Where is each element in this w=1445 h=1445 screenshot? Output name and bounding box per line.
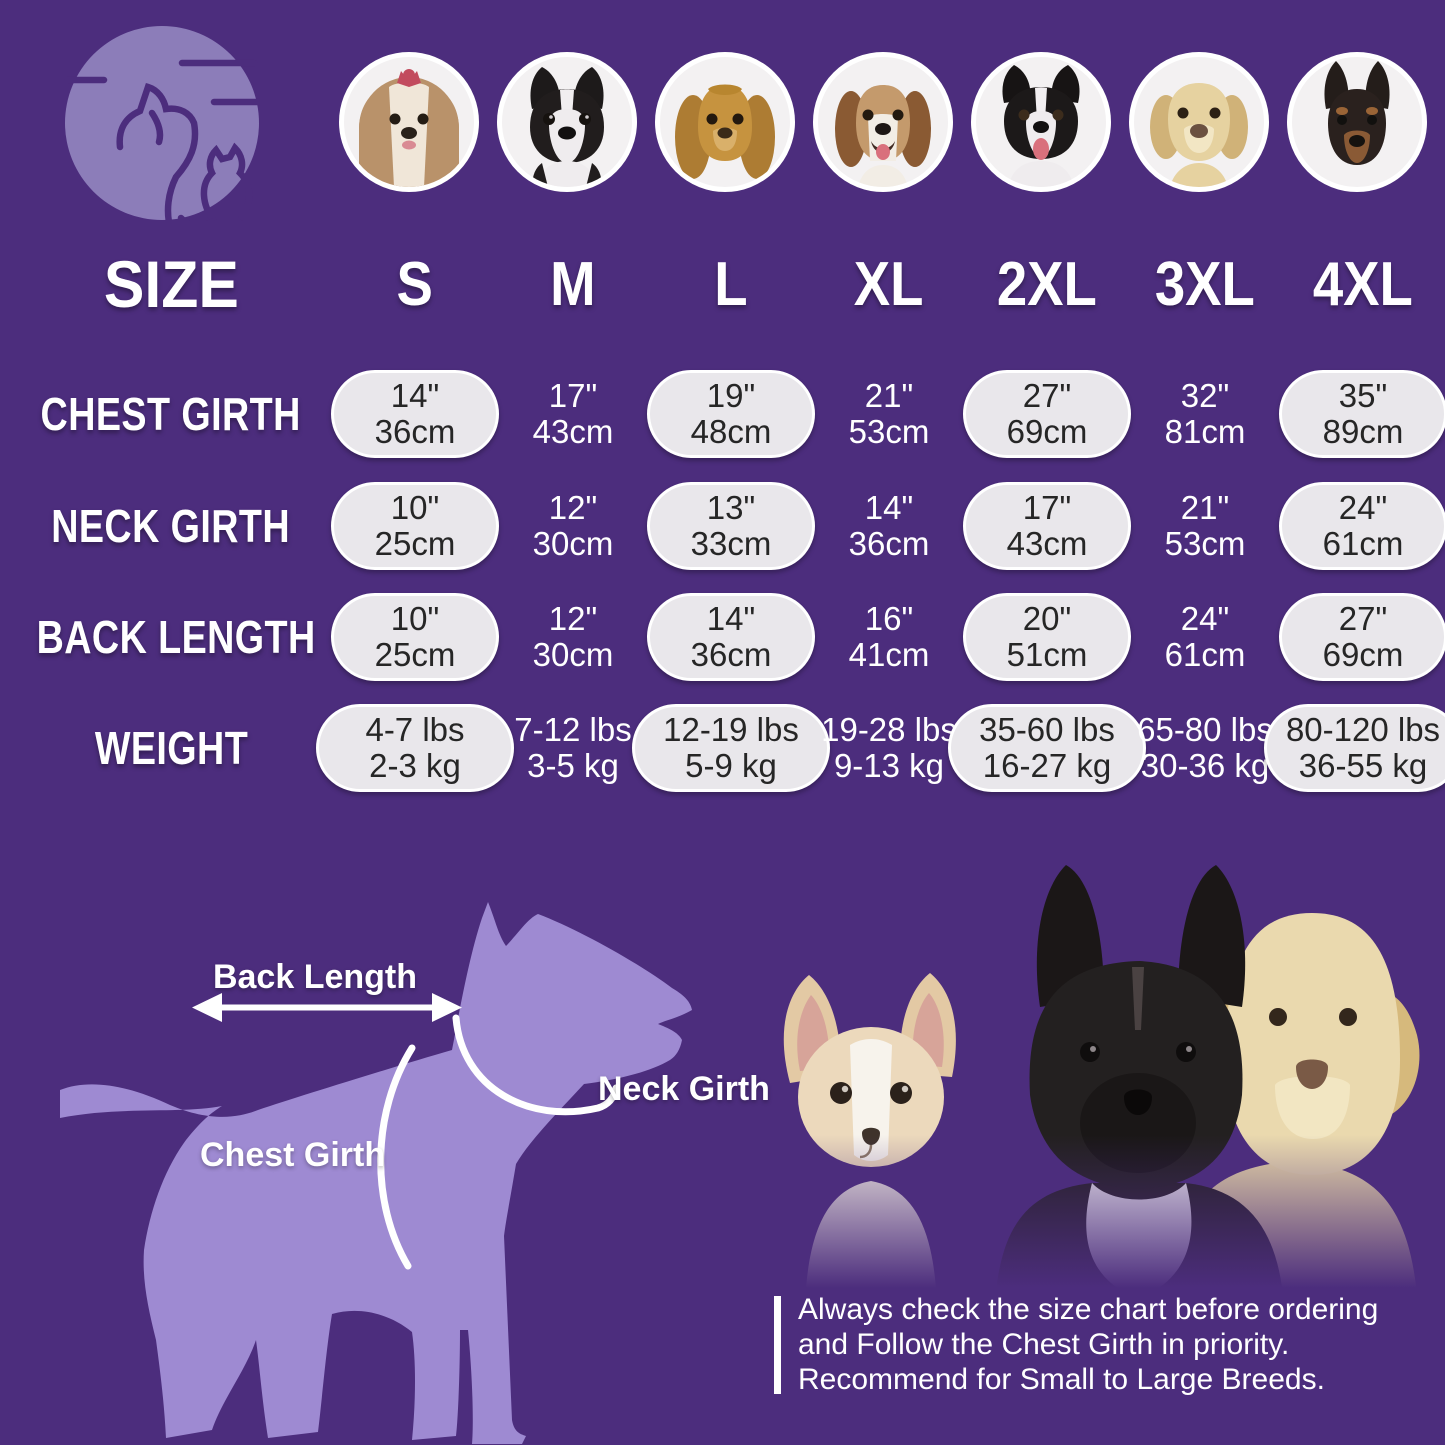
cell-back-xl: 16" 41cm xyxy=(848,600,930,673)
cell-chest-4xl: 35" 89cm xyxy=(1279,370,1445,458)
chest-girth-label: Chest Girth xyxy=(200,1136,386,1174)
cocker-spaniel-icon xyxy=(675,84,775,179)
table-row-neck-girth: NECK GIRTH 10" 25cm 12" 30cm 13" 33cm 14" 36… xyxy=(6,482,1445,570)
table-row-back-length: BACK LENGTH 10" 25cm 12" 30cm 14" 36cm 16" 4… xyxy=(6,593,1445,681)
cell-neck-3xl: 21" 53cm xyxy=(1164,489,1246,562)
border-collie-icon xyxy=(1002,65,1080,187)
cell-weight-l: 12-19 lbs 5-9 kg xyxy=(632,704,830,792)
row-label-chest-girth: CHEST GIRTH xyxy=(40,388,302,440)
size-header-row: SIZE S M L XL 2XL 3XL 4XL xyxy=(6,246,1442,321)
cell-neck-2xl: 17" 43cm xyxy=(963,482,1131,570)
back-length-label: Back Length xyxy=(212,958,418,996)
cell-back-l: 14" 36cm xyxy=(647,593,815,681)
breed-photo-doberman xyxy=(1287,52,1427,192)
breed-photo-border-collie xyxy=(971,52,1111,192)
neck-girth-label: Neck Girth xyxy=(598,1070,770,1108)
boston-terrier-icon xyxy=(530,67,604,187)
note-line-1: Always check the size chart before order… xyxy=(798,1293,1379,1326)
row-label-weight: WEIGHT xyxy=(94,722,248,774)
size-col-4xl: 4XL xyxy=(1312,249,1414,319)
note-line-2: and Follow the Chest Girth in priority. xyxy=(798,1328,1290,1361)
size-col-l: L xyxy=(714,249,748,319)
size-col-3xl: 3XL xyxy=(1154,249,1256,319)
cell-neck-xl: 14" 36cm xyxy=(848,489,930,562)
cell-chest-2xl: 27" 69cm xyxy=(963,370,1131,458)
beagle-icon xyxy=(835,85,931,187)
cell-back-m: 12" 30cm xyxy=(532,600,614,673)
size-col-xl: XL xyxy=(854,249,924,319)
cell-neck-m: 12" 30cm xyxy=(532,489,614,562)
brand-logo xyxy=(64,25,295,231)
note-accent-bar xyxy=(774,1296,781,1394)
shih-tzu-icon xyxy=(359,69,459,187)
cell-chest-xl: 21" 53cm xyxy=(848,377,930,450)
neck-girth-line xyxy=(452,1014,620,1116)
dog-cat-logo-icon xyxy=(64,26,295,231)
cell-back-s: 10" 25cm xyxy=(331,593,499,681)
cell-chest-m: 17" 43cm xyxy=(532,377,614,450)
cell-neck-l: 13" 33cm xyxy=(647,482,815,570)
cell-weight-4xl: 80-120 lbs 36-55 kg xyxy=(1264,704,1445,792)
back-length-arrow xyxy=(192,993,462,1022)
row-label-back-length: BACK LENGTH xyxy=(36,611,316,663)
three-dogs-photo xyxy=(730,865,1445,1305)
cell-weight-3xl: 65-80 lbs 30-36 kg xyxy=(1137,711,1273,784)
dog-measurement-diagram xyxy=(60,902,692,1444)
cell-chest-l: 19" 48cm xyxy=(647,370,815,458)
cell-chest-s: 14" 36cm xyxy=(331,370,499,458)
breed-photo-cocker-spaniel xyxy=(655,52,795,192)
size-col-m: M xyxy=(550,249,596,319)
cell-neck-s: 10" 25cm xyxy=(331,482,499,570)
cell-back-3xl: 24" 61cm xyxy=(1164,600,1246,673)
cell-weight-m: 7-12 lbs 3-5 kg xyxy=(514,711,632,784)
table-row-weight: WEIGHT 4-7 lbs 2-3 kg 7-12 lbs 3-5 kg 12-1… xyxy=(6,704,1445,792)
cell-weight-2xl: 35-60 lbs 16-27 kg xyxy=(948,704,1146,792)
row-label-neck-girth: NECK GIRTH xyxy=(51,500,291,552)
table-row-chest-girth: CHEST GIRTH 14" 36cm 17" 43cm 19" 48cm 21" 5… xyxy=(6,370,1445,458)
note-line-3: Recommend for Small to Large Breeds. xyxy=(798,1363,1325,1396)
breed-photo-shih-tzu xyxy=(339,52,479,192)
dog-silhouette xyxy=(60,902,692,1444)
labrador-icon xyxy=(1150,83,1248,187)
cell-back-2xl: 20" 51cm xyxy=(963,593,1131,681)
cell-weight-xl: 19-28 lbs 9-13 kg xyxy=(821,711,957,784)
chest-girth-line xyxy=(377,1044,416,1270)
cell-neck-4xl: 24" 61cm xyxy=(1279,482,1445,570)
cell-back-4xl: 27" 69cm xyxy=(1279,593,1445,681)
breed-photo-boston-terrier xyxy=(497,52,637,192)
breed-photo-beagle xyxy=(813,52,953,192)
size-col-s: S xyxy=(396,249,434,319)
sizing-note: Always check the size chart before order… xyxy=(774,1292,1434,1397)
cell-chest-3xl: 32" 81cm xyxy=(1164,377,1246,450)
cell-weight-s: 4-7 lbs 2-3 kg xyxy=(316,704,514,792)
size-col-2xl: 2XL xyxy=(996,249,1098,319)
size-title: SIZE xyxy=(103,247,239,321)
breed-photo-labrador xyxy=(1129,52,1269,192)
doberman-icon xyxy=(1324,61,1390,165)
